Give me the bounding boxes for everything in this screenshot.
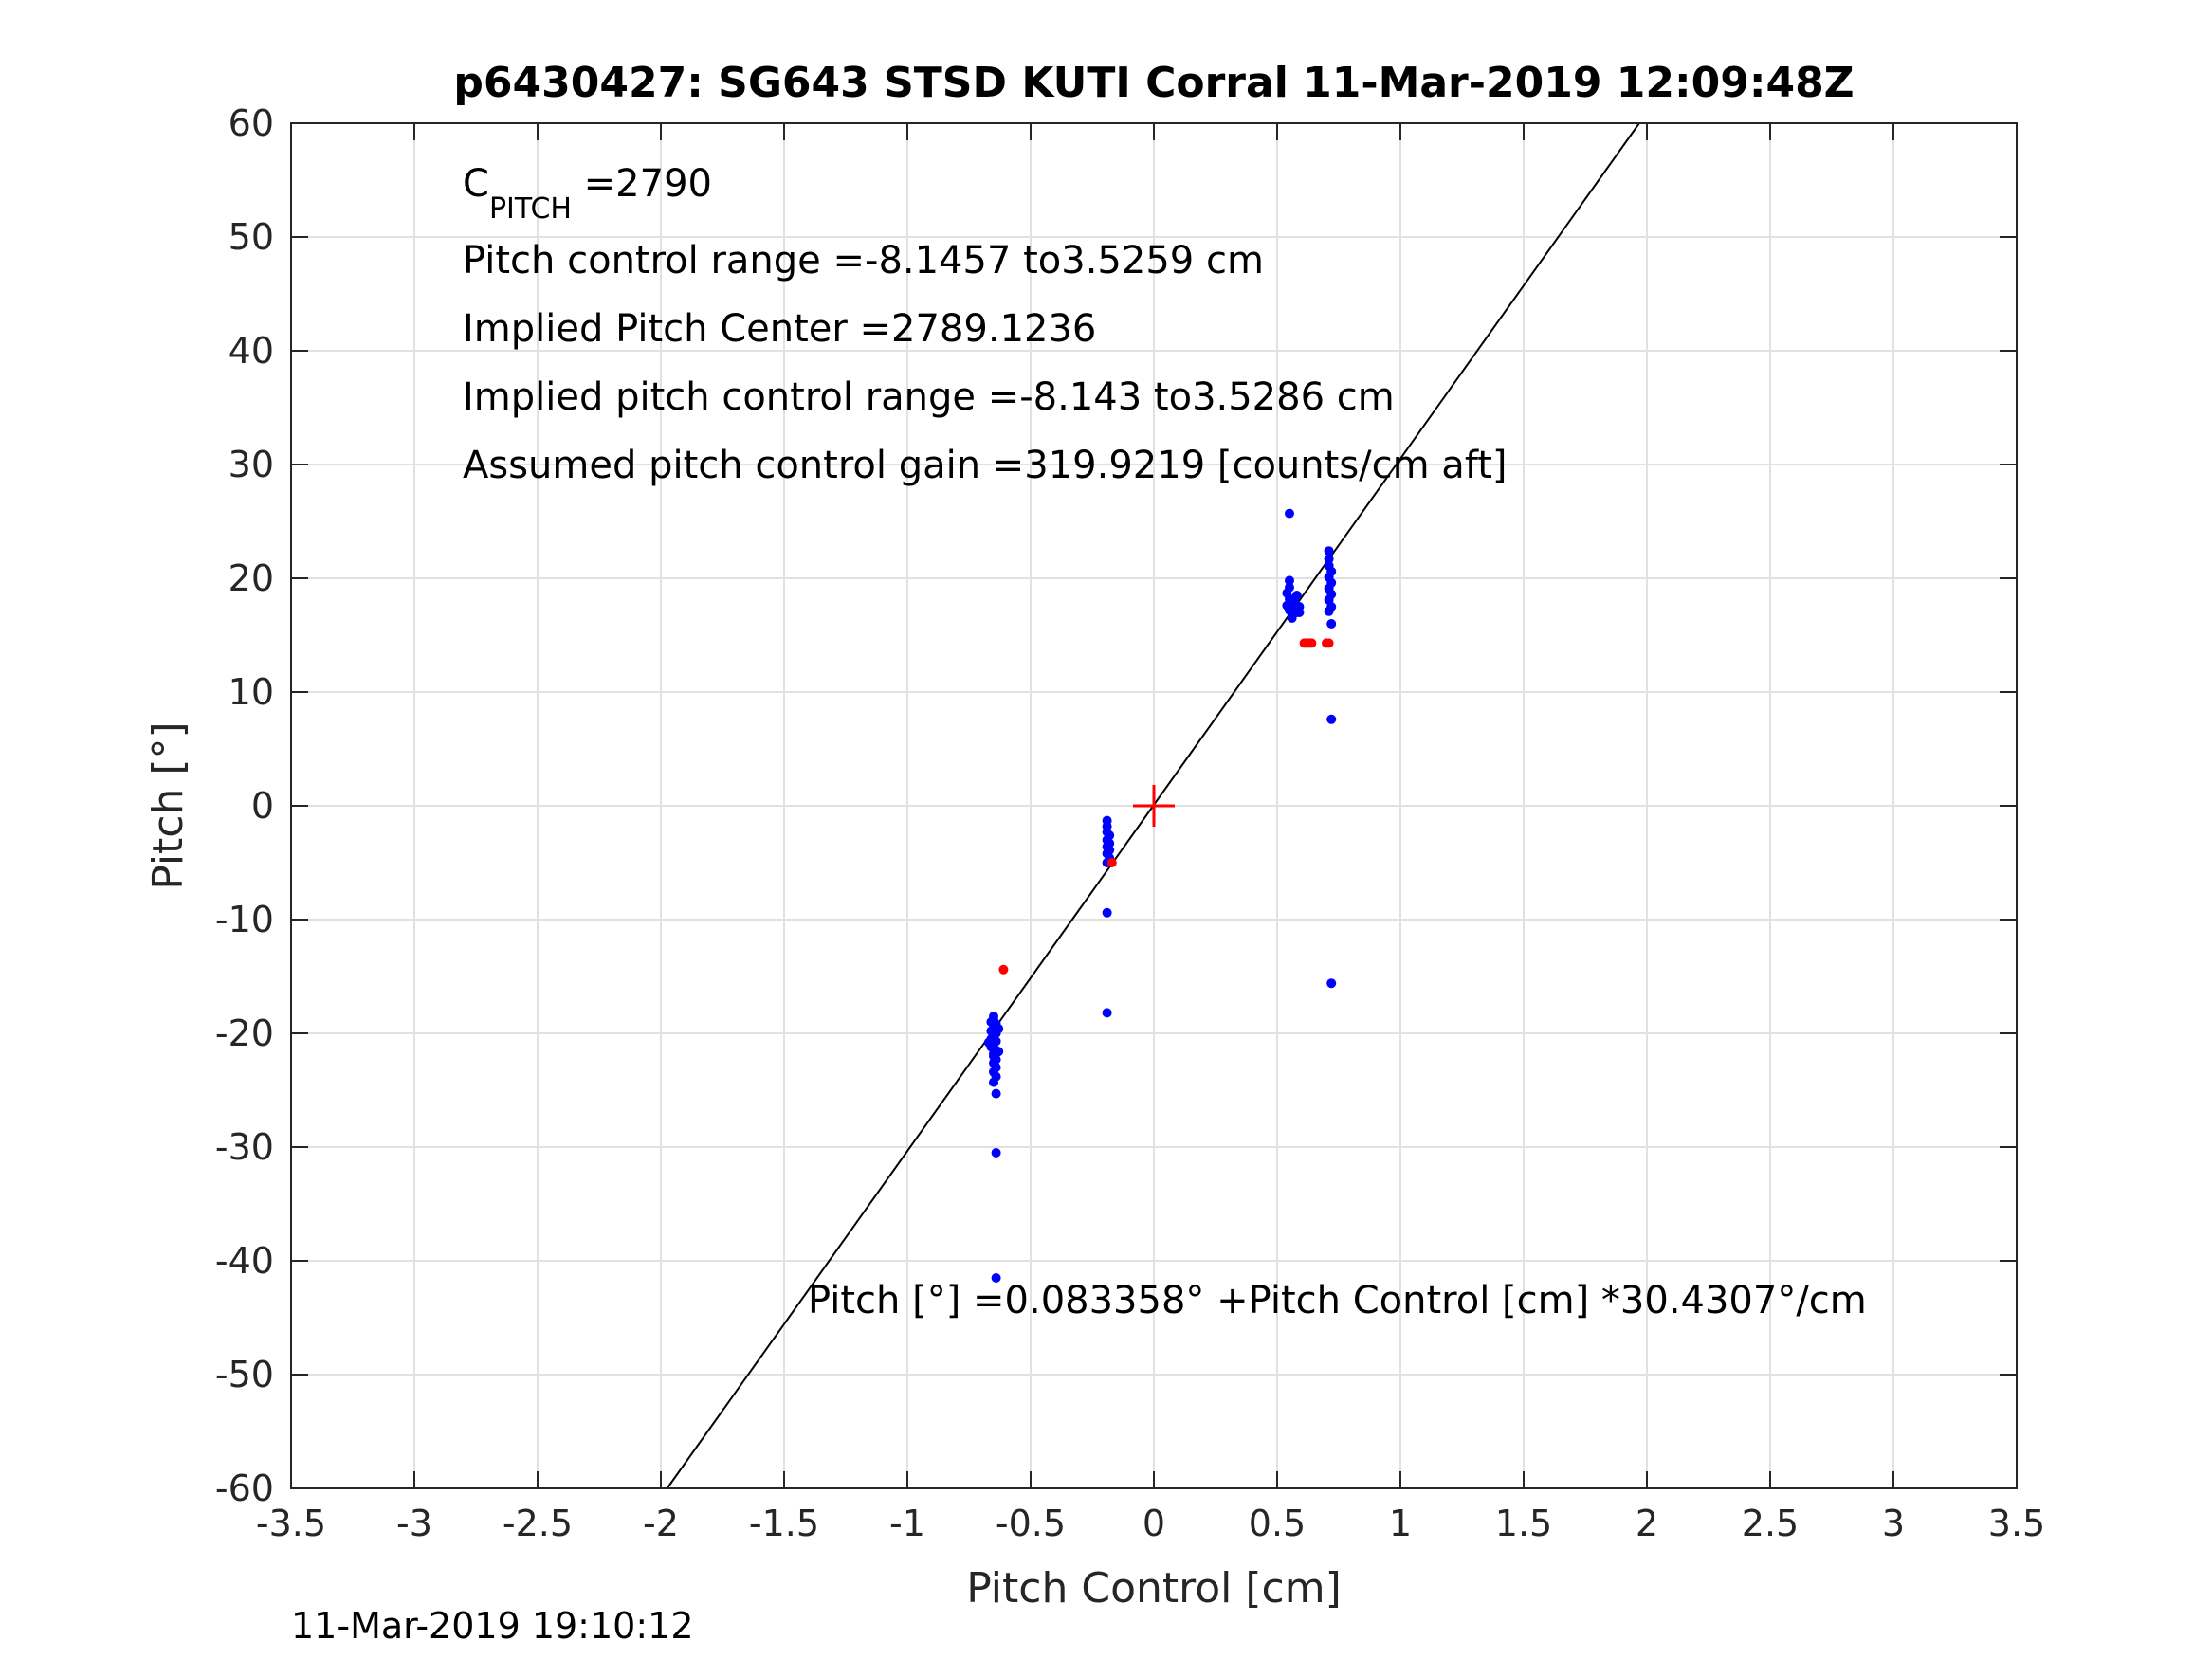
fit-equation: Pitch [°] =0.083358° +Pitch Control [cm]… [808,1279,1867,1322]
center-marker-group [1133,785,1175,827]
x-tick-label: 1.5 [1495,1503,1552,1544]
data-point [1326,978,1337,989]
x-tick-label: 1 [1389,1503,1412,1544]
x-tick-label: -3 [396,1503,432,1544]
data-point [1294,608,1305,617]
y-tick-label: 0 [251,785,274,827]
data-point [1324,638,1334,648]
data-points [983,508,1337,1283]
c-pitch-value: =2790 [572,162,712,206]
data-point [1285,575,1294,586]
data-point [983,1037,994,1048]
x-axis-label: Pitch Control [cm] [966,1564,1342,1613]
data-point [998,964,1009,975]
x-tick-label: 0 [1143,1503,1165,1544]
x-tick-label: 2.5 [1742,1503,1799,1544]
data-point [1324,554,1334,564]
data-point [994,1024,1004,1034]
data-point [1326,619,1337,629]
c-pitch-subscript: PITCH [489,192,572,226]
annotation-pitch-control-range: Pitch control range =-8.1457 to3.5259 cm [463,239,1264,283]
data-point [1324,606,1334,616]
print-timestamp: 11-Mar-2019 19:10:12 [291,1605,694,1647]
y-tick-label: 10 [229,671,274,713]
data-point [989,1077,998,1087]
x-tick-label: -2 [643,1503,679,1544]
c-pitch-annotation: CPITCH =2790 [463,162,712,226]
y-tick-label: -40 [215,1240,274,1282]
x-tick-label: 3.5 [1988,1503,2045,1544]
data-point [1102,907,1112,918]
series-1 [998,638,1334,975]
data-point [991,1148,1001,1158]
y-tick-label: 40 [229,330,274,372]
x-tick-label: 0.5 [1249,1503,1306,1544]
chart-title: p6430427: SG643 STSD KUTI Corral 11-Mar-… [453,59,1854,107]
data-point [1324,546,1334,556]
y-tick-label: 30 [229,444,274,485]
data-point [1285,508,1294,519]
series-0 [983,508,1337,1283]
data-point [994,1047,1004,1057]
annotation-implied-pitch-range: Implied pitch control range =-8.143 to3.… [463,375,1395,419]
data-point [1106,858,1117,867]
data-point [1326,714,1337,724]
x-tick-label: -3.5 [256,1503,326,1544]
y-tick-label: 50 [229,216,274,258]
data-point [991,1273,1001,1283]
x-tick-label: -2.5 [503,1503,573,1544]
y-tick-label: -10 [215,899,274,940]
c-pitch-main: C [463,162,489,206]
y-tick-label: -50 [215,1354,274,1395]
y-tick-label: -20 [215,1012,274,1054]
annotation-pitch-gain: Assumed pitch control gain =319.9219 [co… [463,444,1507,487]
data-point [1102,1008,1112,1018]
x-tick-label: -1.5 [749,1503,819,1544]
y-tick-label: 60 [229,102,274,144]
y-tick-label: -30 [215,1126,274,1168]
axis-ticks: -3.5 -3 -2.5 -2 -1.5 -1 -0.5 0 0.5 1 1.5 2 2.5 3 3.5 60… [215,102,2045,1544]
x-tick-label: -0.5 [996,1503,1066,1544]
data-point [991,1088,1001,1099]
data-point [1291,591,1302,600]
x-tick-label: 3 [1882,1503,1905,1544]
y-axis-label: Pitch [°] [144,721,192,889]
x-tick-label: 2 [1636,1503,1658,1544]
y-tick-label: -60 [215,1468,274,1509]
x-tick-label: -1 [889,1503,925,1544]
y-tick-label: 20 [229,557,274,599]
data-point [1307,638,1317,648]
annotation-implied-pitch-center: Implied Pitch Center =2789.1236 [463,307,1096,351]
